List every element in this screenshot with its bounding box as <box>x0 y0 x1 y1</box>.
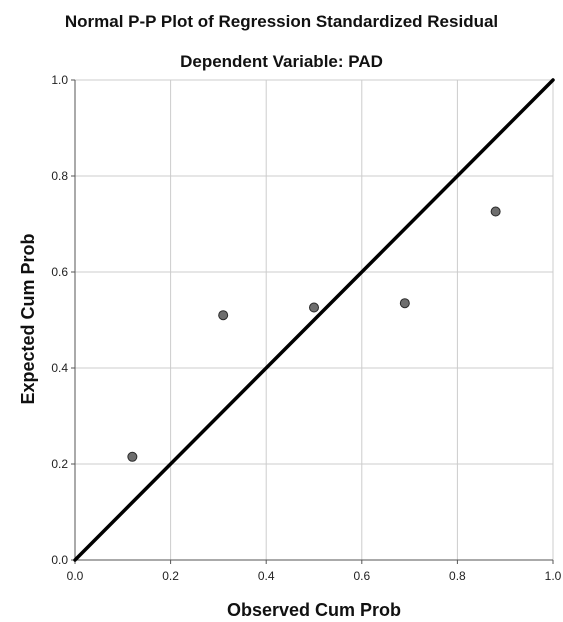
y-tick-label: 1.0 <box>51 73 68 87</box>
chart-subtitle: Dependent Variable: PAD <box>180 52 383 71</box>
chart-title: Normal P-P Plot of Regression Standardiz… <box>64 12 499 31</box>
x-tick-label: 0.4 <box>258 569 275 583</box>
x-tick-label: 1.0 <box>545 569 562 583</box>
x-tick-label: 0.6 <box>353 569 370 583</box>
y-tick-label: 0.0 <box>51 553 68 567</box>
y-axis-label: Expected Cum Prob <box>18 233 38 405</box>
data-point <box>490 206 501 217</box>
y-tick-label: 0.2 <box>51 457 68 471</box>
x-tick-label: 0.8 <box>449 569 466 583</box>
y-tick-label: 0.8 <box>51 169 68 183</box>
data-point <box>399 298 410 309</box>
y-tick-label: 0.6 <box>51 265 68 279</box>
x-tick-label: 0.0 <box>67 569 84 583</box>
x-axis-label: Observed Cum Prob <box>226 600 402 620</box>
data-point <box>218 310 229 321</box>
y-tick-label: 0.4 <box>51 361 68 375</box>
reference-line <box>73 78 555 562</box>
data-point <box>309 302 319 313</box>
data-point <box>127 451 138 462</box>
x-tick-label: 0.2 <box>162 569 179 583</box>
